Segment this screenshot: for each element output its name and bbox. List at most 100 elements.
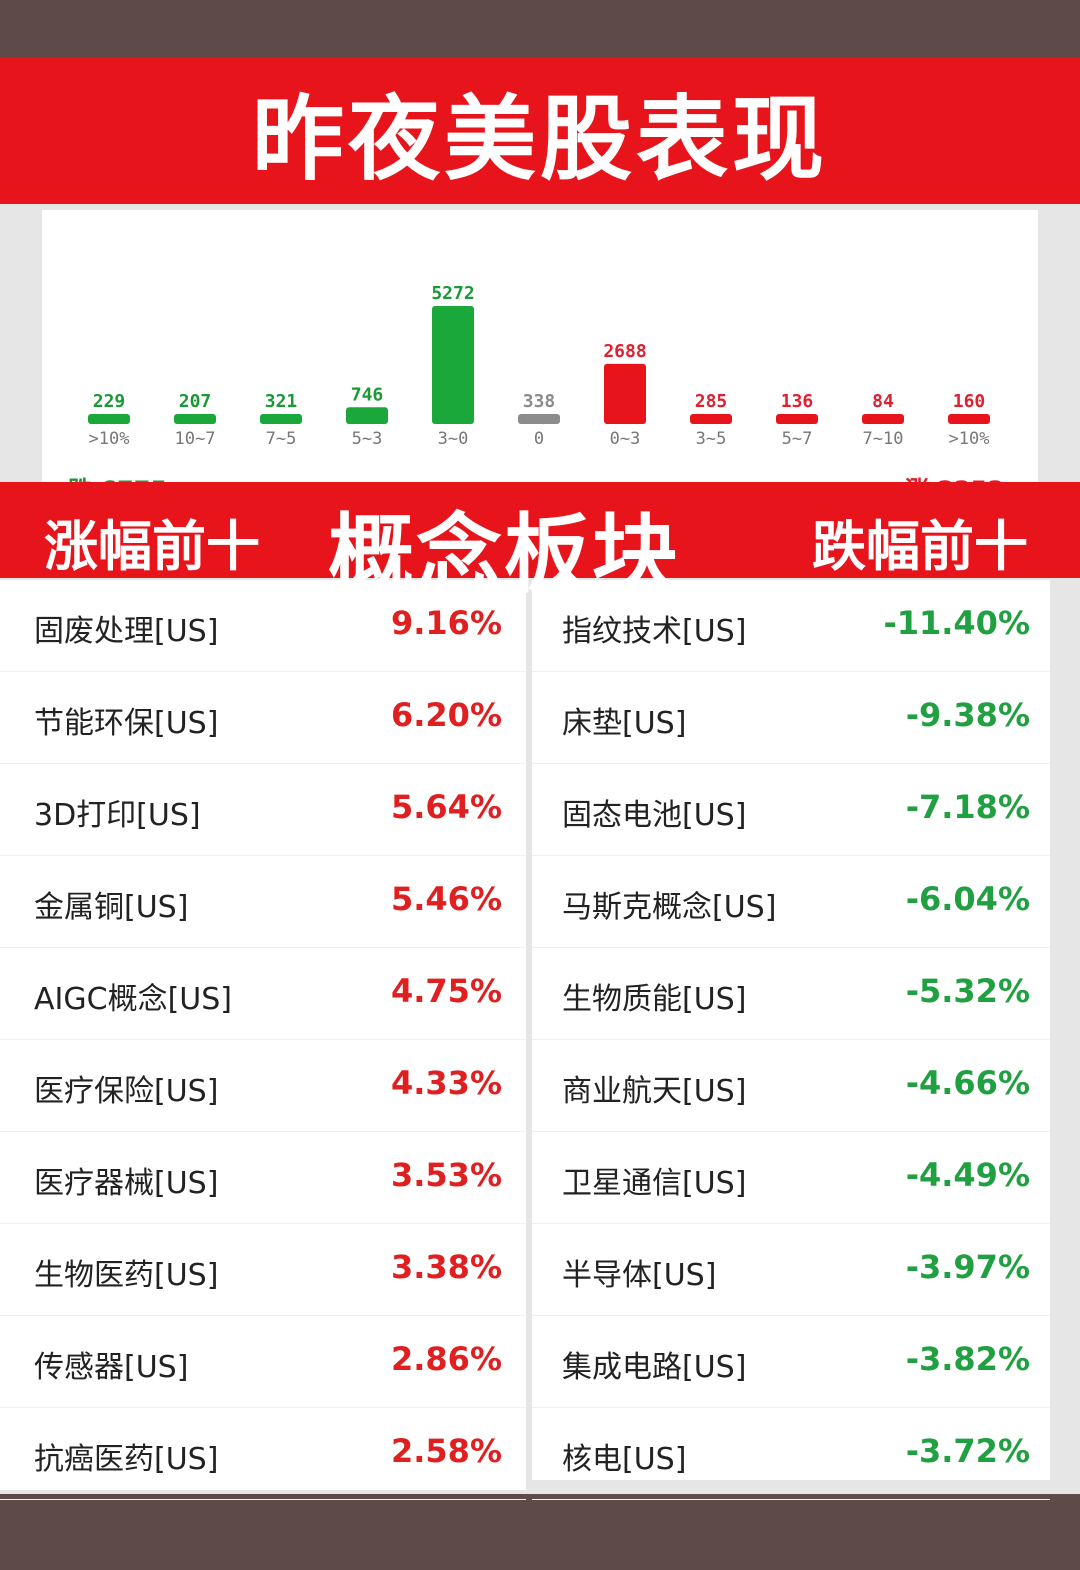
bar-4 [432, 306, 474, 424]
gainer-percent: 4.33% [390, 1064, 502, 1102]
gainer-row[interactable]: 传感器[US] 2.86% [0, 1316, 526, 1408]
loser-name: 集成电路[US] [562, 1350, 747, 1385]
loser-row[interactable]: 固态电池[US] -7.18% [532, 764, 1050, 856]
bar-category-label: 10~7 [175, 429, 216, 449]
loser-percent: -11.40% [883, 604, 1030, 642]
loser-name: 指纹技术[US] [562, 614, 747, 649]
loser-percent: -3.72% [905, 1432, 1030, 1470]
bar-5 [518, 414, 560, 424]
loser-percent: -5.32% [905, 972, 1030, 1010]
loser-percent: -4.66% [905, 1064, 1030, 1102]
page: 昨夜美股表现 229 >10% 207 10~7 321 7~5 746 5~3 5272 3~0… [0, 58, 1080, 1500]
gainer-percent: 3.38% [390, 1248, 502, 1286]
bar-9 [862, 414, 904, 424]
bar-value-label: 338 [523, 391, 556, 412]
loser-row[interactable]: 指纹技术[US] -11.40% [532, 580, 1050, 672]
bar-value-label: 229 [93, 391, 126, 412]
gainers-heading: 涨幅前十 [44, 515, 260, 578]
gainer-name: 医疗器械[US] [34, 1166, 219, 1201]
bar-category-label: 0~3 [610, 429, 641, 449]
bar-10 [948, 414, 990, 424]
loser-row[interactable]: 集成电路[US] -3.82% [532, 1316, 1050, 1408]
gainer-name: 医疗保险[US] [34, 1074, 219, 1109]
bar-value-label: 321 [265, 391, 298, 412]
gainer-name: 传感器[US] [34, 1350, 189, 1385]
bar-category-label: 3~5 [696, 429, 727, 449]
bar-7 [690, 414, 732, 424]
bar-category-label: 7~5 [266, 429, 297, 449]
gainer-percent: 5.46% [390, 880, 502, 918]
gainer-name: 抗癌医药[US] [34, 1442, 219, 1477]
bar-category-label: 5~7 [782, 429, 813, 449]
loser-name: 核电[US] [562, 1442, 687, 1477]
losers-heading: 跌幅前十 [812, 515, 1028, 578]
bar-category-label: >10% [949, 429, 990, 449]
gainer-percent: 9.16% [390, 604, 502, 642]
loser-row[interactable]: 床垫[US] -9.38% [532, 672, 1050, 764]
bar-3 [346, 407, 388, 424]
loser-row[interactable]: 生物质能[US] -5.32% [532, 948, 1050, 1040]
gainer-percent: 2.86% [390, 1340, 502, 1378]
loser-row[interactable]: 半导体[US] -3.97% [532, 1224, 1050, 1316]
gainer-row[interactable]: 3D打印[US] 5.64% [0, 764, 526, 856]
loser-name: 马斯克概念[US] [562, 890, 777, 925]
loser-row[interactable]: 核电[US] -3.72% [532, 1408, 1050, 1500]
gainer-percent: 5.64% [390, 788, 502, 826]
losers-list: 指纹技术[US] -11.40% 床垫[US] -9.38% 固态电池[US] -7.18… [532, 580, 1050, 1500]
gainer-percent: 3.53% [390, 1156, 502, 1194]
gainer-row[interactable]: 抗癌医药[US] 2.58% [0, 1408, 526, 1500]
loser-percent: -7.18% [905, 788, 1030, 826]
gainer-name: 3D打印[US] [34, 798, 201, 833]
bar-2 [260, 414, 302, 424]
loser-percent: -4.49% [905, 1156, 1030, 1194]
loser-name: 卫星通信[US] [562, 1166, 747, 1201]
bar-category-label: 5~3 [352, 429, 383, 449]
bar-value-label: 136 [781, 391, 814, 412]
loser-name: 固态电池[US] [562, 798, 747, 833]
gainer-name: 生物医药[US] [34, 1258, 219, 1293]
gainer-name: 金属铜[US] [34, 890, 189, 925]
gainer-name: AIGC概念[US] [34, 982, 232, 1017]
bar-value-label: 285 [695, 391, 728, 412]
distribution-panel: 229 >10% 207 10~7 321 7~5 746 5~3 5272 3~0 338 0 268… [42, 210, 1038, 532]
gainer-name: 节能环保[US] [34, 706, 219, 741]
bar-value-label: 84 [872, 391, 894, 412]
bar-category-label: >10% [89, 429, 130, 449]
section-bar: 涨幅前十 概念板块 跌幅前十 [0, 482, 1080, 605]
gainer-row[interactable]: 金属铜[US] 5.46% [0, 856, 526, 948]
title-bar: 昨夜美股表现 [0, 58, 1080, 204]
loser-name: 生物质能[US] [562, 982, 747, 1017]
loser-name: 商业航天[US] [562, 1074, 747, 1109]
loser-percent: -3.82% [905, 1340, 1030, 1378]
bar-category-label: 7~10 [863, 429, 904, 449]
bar-value-label: 2688 [603, 341, 646, 362]
page-title: 昨夜美股表现 [251, 85, 828, 193]
bar-1 [174, 414, 216, 424]
loser-name: 床垫[US] [562, 706, 687, 741]
gainer-row[interactable]: 生物医药[US] 3.38% [0, 1224, 526, 1316]
bar-category-label: 3~0 [438, 429, 469, 449]
gainer-name: 固废处理[US] [34, 614, 219, 649]
gainer-row[interactable]: AIGC概念[US] 4.75% [0, 948, 526, 1040]
gainer-row[interactable]: 医疗保险[US] 4.33% [0, 1040, 526, 1132]
gainer-percent: 4.75% [390, 972, 502, 1010]
loser-row[interactable]: 卫星通信[US] -4.49% [532, 1132, 1050, 1224]
bar-category-label: 0 [534, 429, 544, 449]
gainer-row[interactable]: 医疗器械[US] 3.53% [0, 1132, 526, 1224]
bar-value-label: 160 [953, 391, 986, 412]
gainer-row[interactable]: 节能环保[US] 6.20% [0, 672, 526, 764]
gainer-row[interactable]: 固废处理[US] 9.16% [0, 580, 526, 672]
loser-name: 半导体[US] [562, 1258, 717, 1293]
bar-value-label: 746 [351, 384, 384, 405]
loser-row[interactable]: 商业航天[US] -4.66% [532, 1040, 1050, 1132]
loser-percent: -6.04% [905, 880, 1030, 918]
gainer-percent: 2.58% [390, 1432, 502, 1470]
bar-8 [776, 414, 818, 424]
bar-value-label: 207 [179, 391, 212, 412]
bar-value-label: 5272 [431, 283, 474, 304]
loser-row[interactable]: 马斯克概念[US] -6.04% [532, 856, 1050, 948]
bar-6 [604, 363, 646, 424]
bar-0 [88, 414, 130, 424]
gainer-percent: 6.20% [390, 696, 502, 734]
loser-percent: -3.97% [905, 1248, 1030, 1286]
